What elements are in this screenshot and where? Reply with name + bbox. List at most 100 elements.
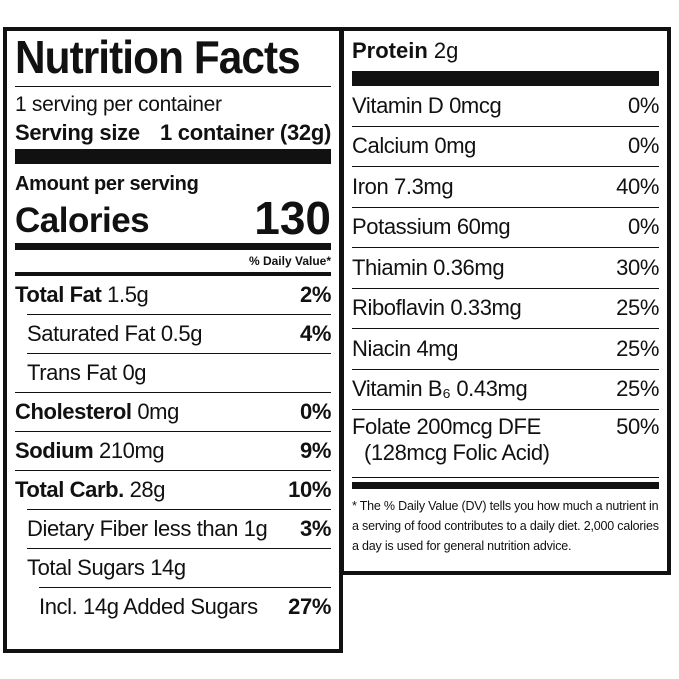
nutrient-label: Sodium 210mg <box>15 438 165 464</box>
vitamin-line: Niacin 4mg <box>352 336 458 362</box>
vitamin-dv: 25% <box>616 335 659 361</box>
vitamin-dv: 40% <box>616 173 659 199</box>
calories-row: Calories 130 <box>15 195 331 241</box>
footnote: * The % Daily Value (DV) tells you how m… <box>352 499 659 553</box>
vitamin-name: Niacin <box>352 335 411 361</box>
vitamin-row: Calcium 0mg 0% <box>352 125 659 167</box>
nutrient-label: Cholesterol 0mg <box>15 399 179 425</box>
nutrient-dv: 3% <box>300 516 331 541</box>
vitamin-label: Vitamin B₆ 0.43mg <box>352 376 528 402</box>
vitamin-name: Calcium <box>352 133 429 159</box>
nutrient-dv: 9% <box>300 438 331 463</box>
vitamin-row: Niacin 4mg 25% <box>352 328 659 369</box>
vitamin-line: Vitamin D 0mcg <box>352 92 502 119</box>
vitamin-row: Riboflavin 0.33mg 25% <box>352 287 659 329</box>
nutrient-amount: 14g <box>150 555 186 580</box>
vitamin-label: Potassium 60mg <box>352 214 511 240</box>
nutrient-row: Cholesterol 0mg 0% <box>15 392 331 431</box>
vitamin-label: Calcium 0mg <box>352 133 476 159</box>
nutrient-row: Total Carb. 28g 10% <box>15 470 331 509</box>
nutrient-name: Incl. 14g Added Sugars <box>39 594 258 619</box>
vitamin-dv: 30% <box>616 254 659 280</box>
left-panel: Nutrition Facts 1 serving per container … <box>3 27 343 653</box>
nutrient-label: Total Sugars 14g <box>27 555 186 581</box>
nutrient-row: Saturated Fat 0.5g 4% <box>27 314 331 353</box>
vitamin-line: Iron 7.3mg <box>352 173 454 200</box>
vitamin-list: Vitamin D 0mcg 0% Calcium 0mg 0% Iron 7.3mg 4… <box>352 85 659 477</box>
vitamin-name: Vitamin D <box>352 92 444 118</box>
vitamin-amount: 60mg <box>456 214 511 240</box>
nutrient-label: Trans Fat 0g <box>27 360 147 386</box>
vitamin-label: Vitamin D 0mcg <box>352 92 502 119</box>
serving-size-value: 1 container (32g) <box>160 120 331 145</box>
nutrient-row: Incl. 14g Added Sugars 27% <box>39 587 331 626</box>
nutrient-amount: 0mg <box>137 399 179 424</box>
nutrient-amount: less than 1g <box>153 516 268 541</box>
nutrient-row: Total Sugars 14g <box>27 548 331 587</box>
nutrient-name: Total Sugars <box>27 555 145 580</box>
vitamin-dv: 0% <box>628 92 659 118</box>
vitamin-note: (128mcg Folic Acid) <box>364 440 550 465</box>
vitamin-label: Niacin 4mg <box>352 336 458 362</box>
nutrient-label: Dietary Fiber less than 1g <box>27 516 268 542</box>
calories-label: Calories <box>15 201 150 240</box>
nutrient-dv: 27% <box>288 594 331 619</box>
vitamin-amount: 4mg <box>416 335 459 361</box>
vitamin-row: Thiamin 0.36mg 30% <box>352 247 659 288</box>
vitamin-dv: 50% <box>616 414 659 439</box>
vitamin-name: Folate <box>352 414 411 439</box>
vitamin-row: Iron 7.3mg 40% <box>352 166 659 207</box>
nutrient-dv: 10% <box>288 477 331 502</box>
vitamin-amount: 0mg <box>434 133 476 159</box>
vitamin-amount: 200mcg DFE <box>416 414 541 439</box>
right-panel: Protein 2g Vitamin D 0mcg 0% Calcium 0mg 0%… <box>340 27 671 575</box>
vitamin-label: Riboflavin 0.33mg <box>352 295 522 321</box>
nutrient-row: Total Fat 1.5g 2% <box>15 275 331 314</box>
serving-size-label: Serving size <box>15 120 140 145</box>
vitamin-line: Thiamin 0.36mg <box>352 254 505 281</box>
nutrient-amount: 28g <box>129 477 166 502</box>
vitamin-row: Vitamin B₆ 0.43mg 25% <box>352 368 659 410</box>
nutrient-dv: 2% <box>300 282 331 307</box>
vitamin-label: Thiamin 0.36mg <box>352 254 505 281</box>
protein-row: Protein 2g <box>352 31 659 67</box>
nutrient-name: Total Fat <box>15 282 102 307</box>
vitamin-amount: 0.36mg <box>433 254 505 280</box>
nutrient-label: Total Fat 1.5g <box>15 282 149 308</box>
amount-per-serving: Amount per serving <box>15 173 199 195</box>
vitamin-name: Potassium <box>352 214 452 240</box>
nutrient-label: Total Carb. 28g <box>15 477 166 503</box>
nutrient-name: Saturated Fat <box>27 321 156 346</box>
nutrient-name: Trans Fat <box>27 360 117 385</box>
dv-header: % Daily Value* <box>248 254 331 268</box>
nutrient-dv: 4% <box>300 321 331 346</box>
vitamin-name: Iron <box>352 173 389 199</box>
vitamin-label: Folate 200mcg DFE (128mcg Folic Acid) <box>352 414 550 466</box>
vitamin-dv: 0% <box>628 133 659 159</box>
vitamin-line: Riboflavin 0.33mg <box>352 295 522 321</box>
servings: 1 serving per container <box>15 93 222 116</box>
protein-name: Protein <box>352 38 428 63</box>
vitamin-row: Folate 200mcg DFE (128mcg Folic Acid) 50% <box>352 409 659 477</box>
title: Nutrition Facts <box>15 31 301 83</box>
nutrient-label: Saturated Fat 0.5g <box>27 321 202 347</box>
nutrient-label: Incl. 14g Added Sugars <box>39 594 258 620</box>
vitamin-name: Vitamin B₆ <box>352 376 451 402</box>
nutrient-amount: 210mg <box>98 438 165 463</box>
nutrient-name: Cholesterol <box>15 399 132 424</box>
vitamin-line: Potassium 60mg <box>352 214 511 240</box>
nutrient-name: Sodium <box>15 438 94 463</box>
nutrient-row: Dietary Fiber less than 1g 3% <box>27 509 331 548</box>
serving-size: Serving size 1 container (32g) <box>15 117 331 149</box>
nutrient-row: Sodium 210mg 9% <box>15 431 331 470</box>
vitamin-line: Vitamin B₆ 0.43mg <box>352 376 528 402</box>
vitamin-line: Calcium 0mg <box>352 133 476 159</box>
vitamin-amount: 0.43mg <box>456 376 528 402</box>
vitamin-amount: 0mcg <box>449 92 502 118</box>
vitamin-amount: 0.33mg <box>450 295 522 321</box>
nutrient-amount: 1.5g <box>107 282 149 307</box>
vitamin-name: Thiamin <box>352 254 428 280</box>
nutrient-name: Total Carb. <box>15 477 124 502</box>
nutrient-amount: 0g <box>122 360 147 385</box>
